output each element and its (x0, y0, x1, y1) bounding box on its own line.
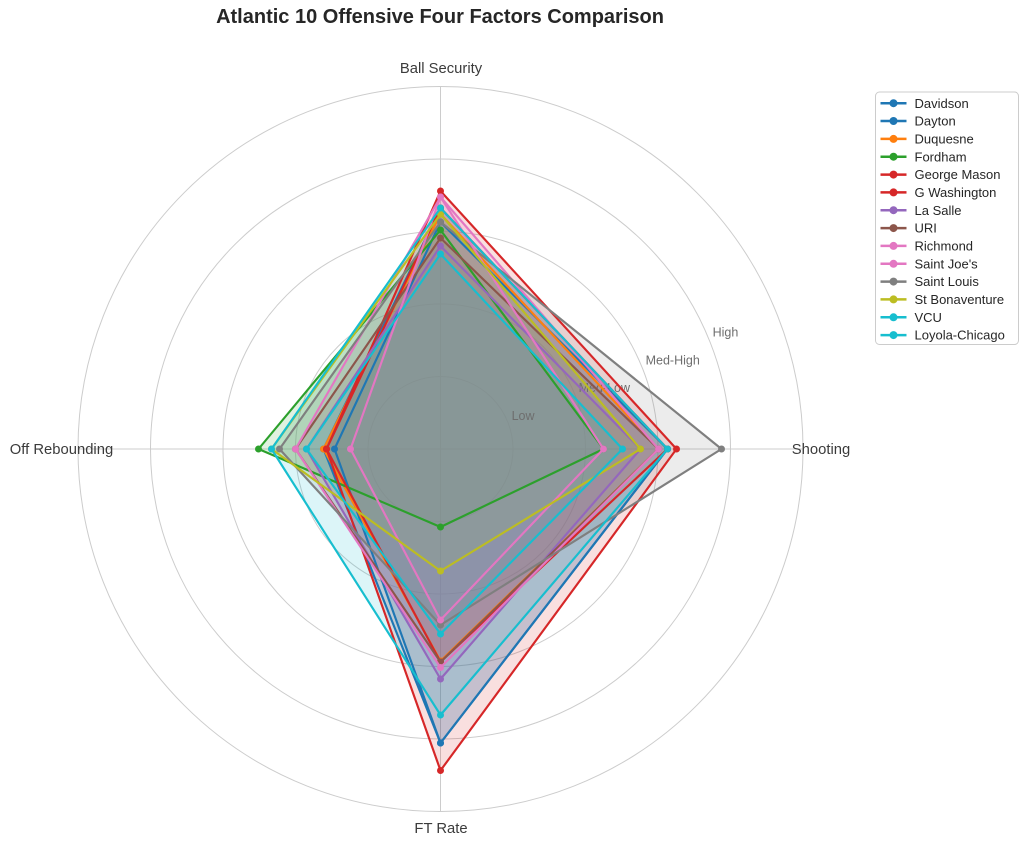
svg-text:Ball Security: Ball Security (400, 61, 483, 77)
svg-text:FT Rate: FT Rate (414, 821, 467, 837)
svg-text:High: High (713, 326, 739, 340)
svg-text:Shooting: Shooting (792, 442, 850, 458)
svg-text:Atlantic 10 Offensive Four Fac: Atlantic 10 Offensive Four Factors Compa… (216, 6, 664, 28)
svg-text:Saint Joe's: Saint Joe's (915, 256, 979, 271)
svg-text:Fordham: Fordham (915, 149, 967, 164)
svg-text:Duquesne: Duquesne (915, 132, 974, 147)
svg-text:Saint Louis: Saint Louis (915, 274, 980, 289)
svg-text:Low: Low (512, 409, 536, 423)
svg-text:George Mason: George Mason (915, 167, 1001, 182)
svg-text:Dayton: Dayton (915, 114, 956, 129)
svg-text:La Salle: La Salle (915, 203, 962, 218)
svg-text:URI: URI (915, 221, 937, 236)
svg-text:Med-High: Med-High (646, 353, 700, 367)
svg-text:Richmond: Richmond (915, 239, 974, 254)
svg-text:G Washington: G Washington (915, 185, 997, 200)
svg-text:VCU: VCU (915, 310, 942, 325)
svg-text:St Bonaventure: St Bonaventure (915, 292, 1005, 307)
svg-text:Davidson: Davidson (915, 96, 969, 111)
svg-text:Off Rebounding: Off Rebounding (10, 442, 113, 458)
svg-text:Loyola-Chicago: Loyola-Chicago (915, 328, 1005, 343)
